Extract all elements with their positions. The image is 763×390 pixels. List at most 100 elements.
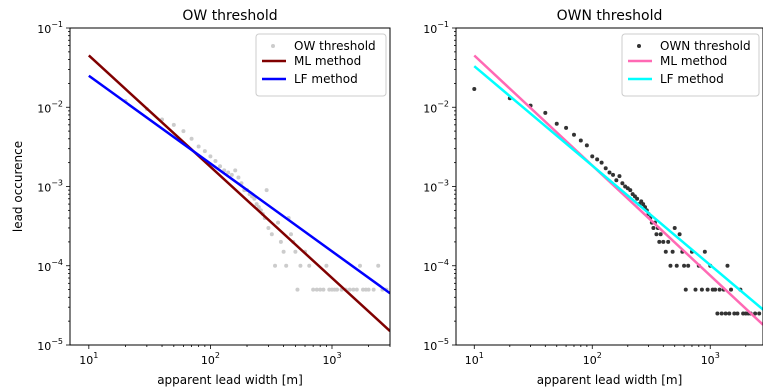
- y-tick-label: 10−1: [37, 20, 63, 36]
- x-tick-label: 103: [322, 351, 341, 367]
- scatter-point: [358, 263, 363, 268]
- scatter-point: [264, 188, 269, 193]
- scatter-point: [611, 172, 616, 177]
- x-tick-label-exponent: 3: [336, 351, 341, 360]
- scatter-point: [732, 311, 737, 316]
- scatter-point: [723, 311, 728, 316]
- scatter-point: [361, 287, 366, 292]
- scatter-point: [335, 287, 340, 292]
- scatter-point: [635, 196, 640, 201]
- scatter-point: [307, 263, 312, 268]
- chart-title: OWN threshold: [557, 8, 663, 24]
- series-line-1: [87, 54, 390, 332]
- scatter-point: [295, 287, 300, 292]
- scatter-point: [620, 181, 625, 186]
- y-tick-label: 10−3: [423, 179, 449, 195]
- y-tick-label-exponent: −2: [51, 99, 63, 108]
- scatter-point: [347, 287, 352, 292]
- x-tick-label-exponent: 2: [215, 351, 220, 360]
- y-tick-label-base: 10: [37, 23, 51, 36]
- scatter-point: [564, 125, 569, 130]
- scatter-point: [668, 263, 673, 268]
- scatter-point: [628, 188, 633, 193]
- scatter-point: [324, 263, 329, 268]
- scatter-point: [753, 311, 758, 316]
- scatter-point: [226, 170, 231, 175]
- legend-label: LF method: [294, 72, 358, 86]
- y-tick-label: 10−2: [37, 99, 63, 115]
- y-tick-label: 10−1: [423, 20, 449, 36]
- y-tick-label-base: 10: [423, 23, 437, 36]
- scatter-point: [189, 136, 194, 141]
- x-tick-label-exponent: 1: [479, 351, 484, 360]
- x-axis-label: apparent lead width [m]: [157, 373, 303, 387]
- scatter-point: [725, 263, 730, 268]
- scatter-point: [641, 202, 646, 207]
- x-tick-label: 101: [465, 351, 484, 367]
- y-axis-label: lead occurence: [11, 141, 25, 232]
- scatter-point: [686, 263, 691, 268]
- x-tick-label: 103: [701, 351, 720, 367]
- scatter-point: [208, 154, 213, 159]
- plot-area: [87, 54, 390, 332]
- legend-label: ML method: [660, 54, 727, 68]
- x-tick-label: 102: [201, 351, 220, 367]
- scatter-point: [543, 110, 548, 115]
- y-tick-label-base: 10: [37, 182, 51, 195]
- scatter-point: [584, 143, 589, 148]
- scatter-point: [273, 263, 278, 268]
- scatter-point: [595, 157, 600, 162]
- scatter-point: [757, 311, 762, 316]
- scatter-point: [233, 168, 238, 173]
- legend-label: OWN threshold: [660, 39, 751, 53]
- scatter-point: [171, 122, 176, 127]
- x-tick-label-base: 10: [701, 354, 715, 367]
- y-tick-label-base: 10: [423, 261, 437, 274]
- scatter-point: [256, 205, 261, 210]
- plot-area: [472, 54, 763, 326]
- scatter-point: [699, 287, 704, 292]
- scatter-point: [298, 263, 303, 268]
- scatter-point: [266, 225, 271, 230]
- x-tick-label: 101: [79, 351, 98, 367]
- scatter-point: [614, 178, 619, 183]
- y-tick-label-exponent: −1: [51, 20, 63, 29]
- y-tick-label: 10−5: [423, 337, 449, 353]
- scatter-point: [713, 287, 718, 292]
- y-tick-label: 10−2: [423, 99, 449, 115]
- y-tick-label-exponent: −2: [437, 99, 449, 108]
- scatter-point: [472, 86, 477, 91]
- y-tick-label-exponent: −5: [51, 337, 63, 346]
- scatter-point: [729, 287, 734, 292]
- scatter-point: [366, 287, 371, 292]
- scatter-point: [281, 249, 286, 254]
- scatter-point: [663, 249, 668, 254]
- scatter-point: [674, 263, 679, 268]
- legend-label: ML method: [294, 54, 361, 68]
- legend-label: OW threshold: [294, 39, 376, 53]
- scatter-point: [196, 144, 201, 149]
- legend-marker: [637, 44, 641, 48]
- y-tick-label-exponent: −4: [437, 258, 449, 267]
- y-tick-label-exponent: −4: [51, 258, 63, 267]
- series-line-2: [88, 74, 390, 295]
- y-tick-label-exponent: −3: [437, 179, 449, 188]
- scatter-point: [599, 160, 604, 165]
- scatter-point: [735, 311, 740, 316]
- scatter-point: [715, 311, 720, 316]
- scatter-point: [677, 232, 682, 237]
- scatter-point: [682, 263, 687, 268]
- scatter-point: [661, 239, 666, 244]
- legend-box: [621, 33, 760, 97]
- scatter-point: [202, 149, 207, 154]
- y-tick-label-exponent: −3: [51, 179, 63, 188]
- scatter-point: [278, 239, 283, 244]
- scatter-point: [269, 232, 274, 237]
- y-tick-label-base: 10: [423, 182, 437, 195]
- scatter-point: [236, 175, 241, 180]
- scatter-point: [705, 287, 710, 292]
- scatter-point: [670, 249, 675, 254]
- y-tick-label: 10−4: [423, 258, 449, 274]
